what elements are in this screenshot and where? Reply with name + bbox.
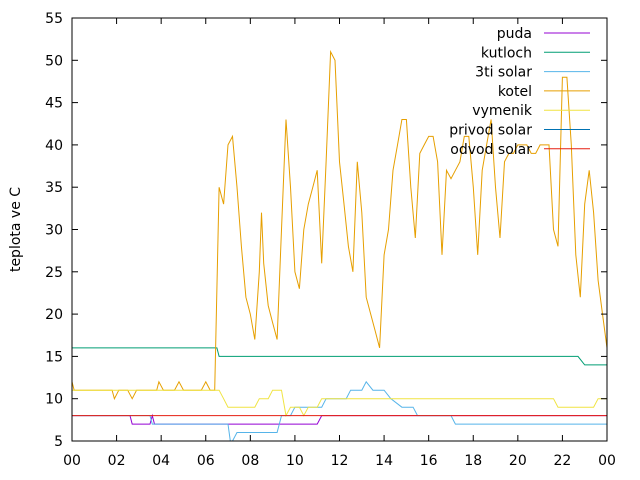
- x-tick-label: 12: [331, 453, 349, 469]
- y-tick-label: 5: [54, 434, 63, 450]
- x-tick-label: 02: [108, 453, 126, 469]
- x-tick-label: 20: [509, 453, 527, 469]
- legend-label: vymenik: [472, 103, 533, 119]
- y-tick-label: 40: [45, 138, 63, 154]
- y-tick-label: 15: [45, 349, 63, 365]
- x-tick-label: 00: [598, 453, 616, 469]
- axis-ticks: 5 10 15 20 25 30 35 40 45 50 55 00 02 04 06 08 10 12 14 16 1…: [45, 11, 616, 469]
- legend-label: odvod solar: [450, 142, 532, 158]
- x-tick-label: 10: [286, 453, 304, 469]
- legend-label: kotel: [498, 84, 532, 100]
- y-tick-label: 25: [45, 265, 63, 281]
- x-tick-label: 16: [420, 453, 438, 469]
- series-line-kotel: [71, 49, 608, 401]
- series-line-kutloch: [72, 347, 607, 366]
- x-tick-label: 14: [375, 453, 393, 469]
- legend-label: kutloch: [481, 45, 532, 61]
- y-tick-label: 20: [45, 307, 63, 323]
- legend: puda kutloch 3ti solar kotel vymenik privod s…: [449, 26, 590, 158]
- plot-frame: [71, 17, 608, 442]
- x-tick-label: 22: [554, 453, 572, 469]
- x-tick-label: 08: [241, 453, 259, 469]
- x-tick-label: 00: [63, 453, 81, 469]
- legend-label: privod solar: [449, 123, 532, 139]
- x-tick-label: 04: [152, 453, 170, 469]
- series-line-vymenik: [72, 389, 607, 418]
- x-tick-label: 06: [197, 453, 215, 469]
- y-tick-label: 50: [45, 53, 63, 69]
- y-tick-label: 30: [45, 223, 63, 239]
- y-tick-label: 10: [45, 392, 63, 408]
- y-tick-label: 45: [45, 96, 63, 112]
- y-tick-label: 35: [45, 180, 63, 196]
- y-axis-label: teplota ve C: [8, 187, 24, 272]
- y-tick-label: 55: [45, 11, 63, 27]
- x-tick-label: 18: [464, 453, 482, 469]
- legend-label: puda: [497, 26, 532, 42]
- legend-label: 3ti solar: [475, 65, 532, 81]
